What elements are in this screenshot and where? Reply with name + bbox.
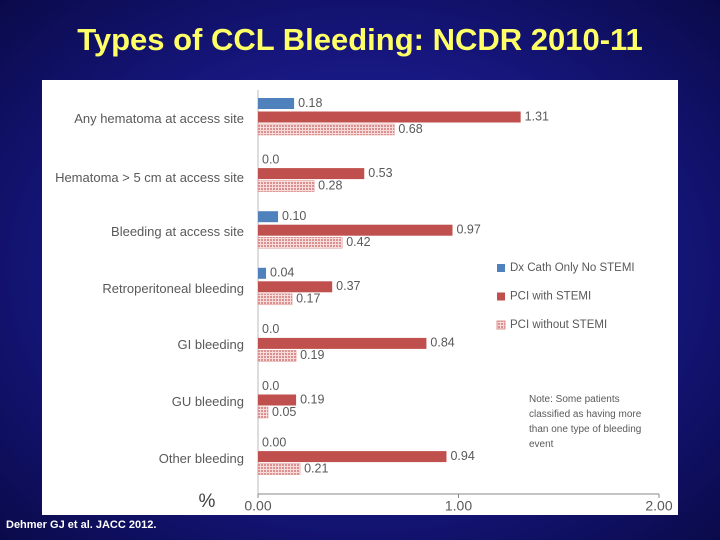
value-label: 0.21	[304, 461, 328, 475]
category-label: Bleeding at access site	[111, 224, 244, 240]
legend-swatch	[496, 320, 506, 330]
value-label: 0.19	[300, 348, 324, 362]
x-axis-label: %	[199, 491, 216, 512]
legend-label: PCI without STEMI	[510, 319, 607, 331]
bar	[258, 211, 279, 223]
value-label: 0.18	[298, 96, 322, 110]
legend-label: PCI with STEMI	[510, 291, 591, 303]
x-tick-label: 0.00	[244, 498, 271, 514]
value-label: 0.37	[336, 279, 360, 293]
footnote: Dehmer GJ et al. JACC 2012.	[6, 519, 157, 531]
bar	[258, 337, 427, 349]
category-label: Hematoma > 5 cm at access site	[55, 169, 244, 185]
value-label: 0.28	[318, 178, 342, 192]
chart-panel	[42, 80, 678, 515]
value-label: 0.42	[346, 235, 370, 249]
category-label-box: GI bleeding	[177, 337, 245, 353]
category-label-box: Other bleeding	[158, 450, 244, 466]
bar	[257, 350, 297, 362]
bar	[257, 236, 343, 249]
x-tick-label: 1.00	[445, 498, 472, 514]
bar	[257, 406, 269, 419]
bar	[258, 267, 267, 279]
bar	[257, 293, 293, 306]
value-label: 0.0	[262, 152, 279, 166]
value-label: 0.0	[262, 379, 279, 393]
value-label: 0.10	[282, 209, 306, 223]
value-label: 0.19	[300, 392, 324, 406]
chart: 0.00 1.00 2.00% Any hematoma at access site…	[42, 80, 678, 515]
bar	[258, 451, 447, 463]
legend-label: Dx Cath Only No STEMI	[510, 262, 635, 274]
value-label: 0.53	[368, 166, 392, 180]
bar	[258, 111, 521, 123]
bar	[257, 463, 301, 475]
category-label: Any hematoma at access site	[74, 111, 244, 126]
bar	[258, 224, 453, 236]
category-label: GU bleeding	[171, 394, 244, 409]
bar	[257, 180, 315, 192]
bar	[257, 123, 395, 136]
value-label: 0.68	[398, 122, 422, 136]
category-label-box: Any hematoma at access site	[74, 111, 244, 126]
value-label: 0.17	[296, 292, 320, 306]
slide-title: Types of CCL Bleeding: NCDR 2010-11	[77, 22, 643, 57]
category-label: Other bleeding	[158, 450, 244, 466]
value-label: 0.94	[450, 449, 474, 463]
category-label: Retroperitoneal bleeding	[102, 280, 244, 296]
note-box: Note: Some patients classified as having…	[529, 394, 642, 450]
category-label: GI bleeding	[177, 337, 245, 353]
category-label-box: GU bleeding	[171, 394, 244, 409]
bar	[258, 394, 297, 406]
value-label: 0.0	[262, 322, 279, 336]
note: Note: Some patients classified as having…	[529, 394, 642, 450]
category-label-box: Bleeding at access site	[111, 224, 244, 240]
value-label: 0.00	[262, 435, 286, 449]
bar	[258, 281, 333, 293]
value-label: 0.97	[456, 222, 480, 236]
legend-swatch	[497, 292, 505, 301]
x-tick-label: 2.00	[645, 498, 672, 514]
legend-swatch	[497, 264, 505, 272]
category-label-box: Hematoma > 5 cm at access site	[55, 169, 244, 185]
value-label: 1.31	[525, 109, 549, 123]
value-label: 0.05	[272, 405, 296, 419]
bar	[258, 168, 365, 180]
bar	[258, 98, 295, 109]
category-label-box: Retroperitoneal bleeding	[102, 280, 244, 296]
value-label: 0.84	[430, 336, 454, 350]
value-label: 0.04	[270, 266, 294, 280]
